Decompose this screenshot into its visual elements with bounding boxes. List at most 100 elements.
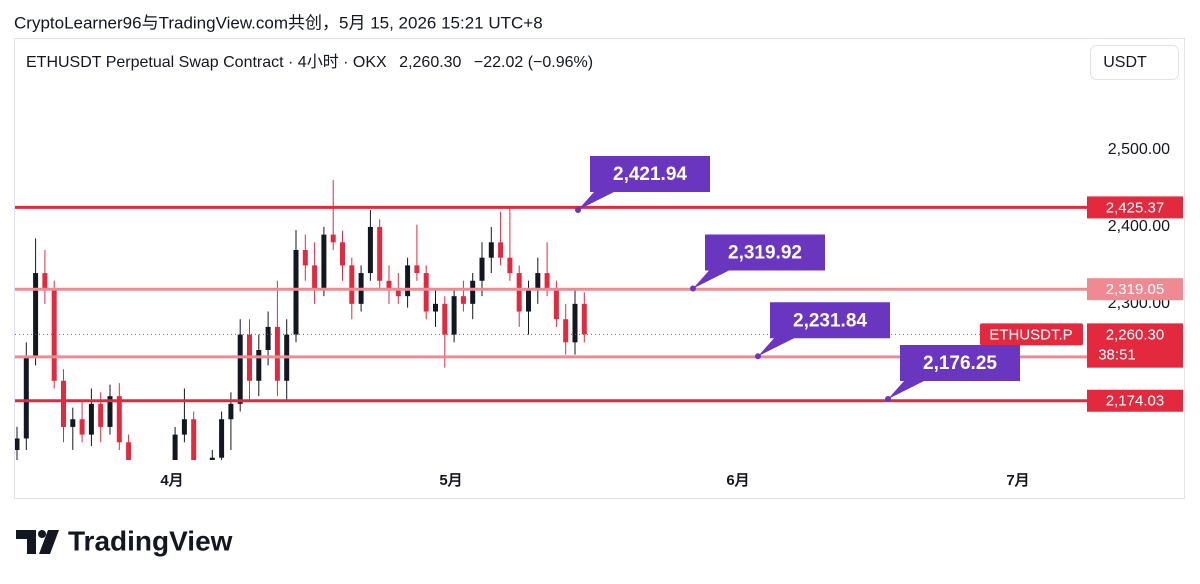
callout-anchor — [690, 285, 696, 292]
y-tick-label: 2,400.00 — [1108, 218, 1170, 235]
candle-body — [265, 326, 271, 350]
candle-body — [321, 234, 327, 289]
candle-body — [460, 296, 466, 304]
logo: TradingView — [16, 525, 233, 556]
candle-body — [526, 288, 531, 312]
candle-body — [15, 438, 20, 450]
candle-body — [535, 273, 541, 289]
candle-body — [423, 273, 429, 312]
callout-anchor — [755, 353, 761, 360]
candle-body — [553, 288, 559, 320]
callout-anchor — [885, 396, 891, 403]
candle-body — [228, 403, 234, 420]
price-tag-label: 2,260.30 — [1106, 326, 1164, 343]
candle-body — [330, 234, 336, 243]
candle-body — [377, 226, 383, 281]
chart-frame — [14, 38, 1185, 499]
symbol-line: ETHUSDT Perpetual Swap Contract · 4小时 · … — [26, 53, 593, 71]
candle-body — [274, 326, 280, 381]
currency-button[interactable] — [1090, 45, 1179, 80]
candle-body — [581, 303, 587, 335]
candle-body — [107, 396, 113, 427]
candle-body — [563, 319, 569, 343]
candle-body — [470, 280, 476, 304]
callout-anchor — [575, 207, 581, 214]
countdown: 38:51 — [1098, 346, 1136, 363]
logo-mark — [38, 530, 46, 538]
level-tag-label: 2,319.05 — [1106, 281, 1164, 298]
callout-label: 2,319.92 — [728, 243, 802, 264]
currency-label: USDT — [1103, 54, 1147, 71]
candle-body — [433, 303, 438, 312]
level-tag-label: 2,174.03 — [1106, 393, 1164, 410]
symbol-tag — [980, 323, 1083, 346]
attribution: CryptoLearner96与TradingView.com共创，5月 15,… — [14, 13, 543, 32]
logo-mark — [39, 530, 59, 554]
callout-box — [758, 302, 890, 357]
price-change: −22.02 (−0.96%) — [474, 54, 593, 71]
candle-body — [98, 403, 104, 427]
candle-body — [61, 380, 66, 427]
callout-box — [888, 345, 1020, 400]
candle-body — [126, 442, 132, 460]
candle-body — [442, 303, 448, 335]
callout-label: 2,231.84 — [793, 310, 867, 331]
x-tick-label: 7月 — [1006, 472, 1029, 489]
candle-body — [488, 242, 494, 258]
callout-box — [693, 234, 825, 289]
level-tag — [1087, 389, 1183, 412]
candle-body — [414, 265, 420, 274]
symbol: ETHUSDT Perpetual Swap Contract · 4小时 · … — [26, 53, 387, 71]
candle-body — [33, 273, 39, 358]
symbol-tag-label: ETHUSDT.P — [989, 326, 1072, 343]
candle-body — [302, 250, 308, 266]
candle-body — [405, 265, 411, 297]
candle-body — [395, 288, 401, 297]
candle-body — [498, 242, 504, 258]
candle-body — [70, 419, 76, 427]
callout-label: 2,176.25 — [923, 353, 997, 374]
candle-body — [42, 273, 48, 289]
logo-text: TradingView — [68, 525, 233, 556]
candle-body — [479, 257, 485, 281]
candle-body — [340, 242, 345, 266]
candle-body — [451, 296, 457, 335]
x-tick-label: 6月 — [726, 472, 749, 489]
candle-body — [544, 273, 550, 289]
candle-body — [237, 334, 243, 404]
callout-box — [578, 156, 710, 211]
candle-body — [88, 403, 94, 435]
candle-body — [116, 396, 122, 443]
candle-body — [209, 457, 215, 460]
candle-body — [386, 280, 392, 289]
last-price: 2,260.30 — [399, 54, 461, 71]
level-tag — [1087, 278, 1183, 301]
candle-body — [172, 434, 178, 460]
candle-body — [79, 419, 85, 435]
candle-body — [507, 257, 513, 274]
candle-body — [572, 303, 578, 343]
candle-body — [367, 226, 373, 274]
x-tick-label: 4月 — [160, 472, 183, 489]
candle-body — [181, 419, 187, 435]
logo-mark — [16, 530, 36, 554]
callout-label: 2,421.94 — [613, 164, 687, 185]
candle-body — [191, 419, 197, 460]
price-tag — [1087, 323, 1183, 368]
candle-body — [51, 288, 57, 381]
level-tag-label: 2,425.37 — [1106, 199, 1164, 216]
level-tag — [1087, 196, 1183, 219]
candle-body — [312, 265, 318, 289]
x-tick-label: 5月 — [439, 472, 462, 489]
candle-body — [349, 265, 355, 304]
candle-body — [293, 250, 299, 335]
candle-body — [219, 419, 225, 458]
candle-body — [23, 357, 29, 439]
y-tick-label: 2,500.00 — [1108, 141, 1170, 158]
candle-body — [256, 350, 262, 381]
